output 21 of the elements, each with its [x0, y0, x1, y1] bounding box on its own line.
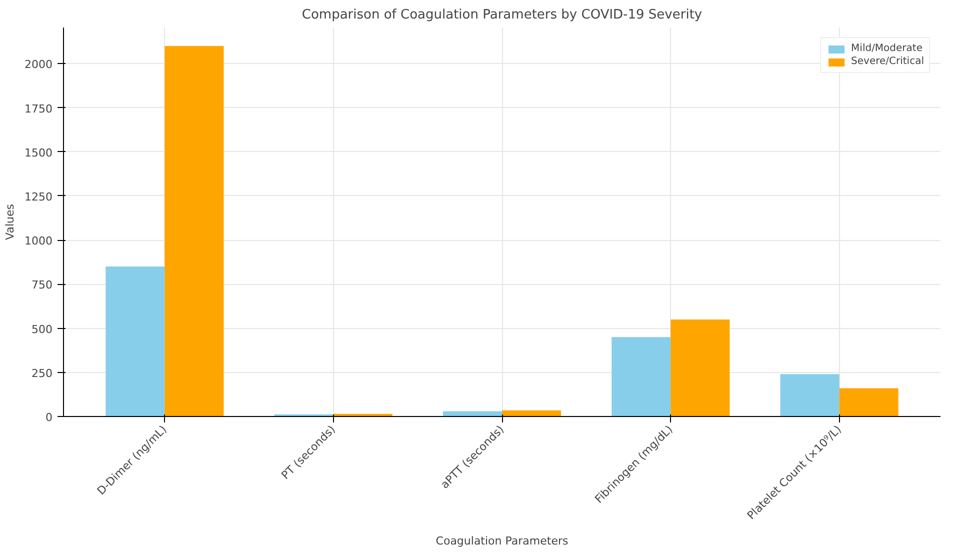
bar: [780, 374, 840, 416]
y-tick-label: 1750: [24, 102, 53, 116]
legend-label: Severe/Critical: [851, 56, 924, 67]
x-axis-title: Coagulation Parameters: [436, 534, 568, 548]
chart-title: Comparison of Coagulation Parameters by COVID-19 Severity: [302, 8, 702, 22]
y-tick-label: 500: [32, 322, 53, 336]
bar: [442, 411, 502, 416]
y-tick-label: 750: [32, 278, 53, 292]
bar: [612, 337, 671, 416]
y-tick-label: 250: [32, 366, 53, 380]
y-tick-label: 1250: [24, 190, 53, 204]
legend-label: Mild/Moderate: [851, 43, 922, 54]
y-tick-label: 2000: [24, 58, 53, 72]
bar: [670, 319, 730, 416]
y-tick-label: 1500: [24, 146, 53, 160]
bar: [839, 388, 898, 416]
y-tick-label: 0: [46, 411, 52, 424]
y-tick-label: 1000: [24, 234, 53, 248]
bar: [106, 266, 165, 416]
bar: [164, 46, 224, 416]
y-axis-title: Values: [4, 204, 17, 240]
